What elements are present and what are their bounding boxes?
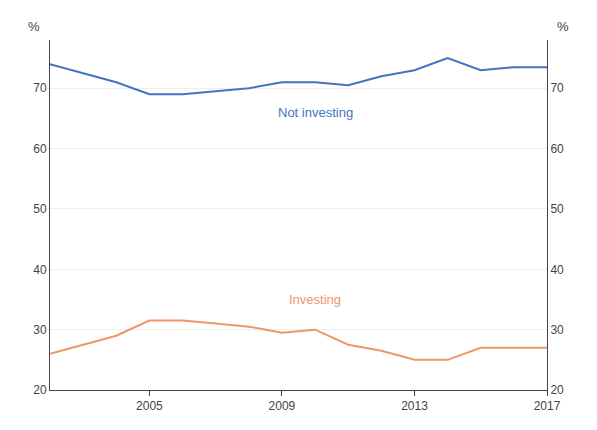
svg-text:%: %	[28, 19, 40, 34]
svg-text:2005: 2005	[136, 399, 163, 413]
svg-text:50: 50	[550, 202, 564, 216]
svg-text:2017: 2017	[534, 399, 561, 413]
svg-text:2009: 2009	[269, 399, 296, 413]
svg-text:Not investing: Not investing	[278, 105, 353, 120]
svg-text:30: 30	[550, 323, 564, 337]
svg-text:20: 20	[33, 383, 47, 397]
svg-text:50: 50	[33, 202, 47, 216]
svg-text:70: 70	[33, 81, 47, 95]
svg-text:60: 60	[550, 142, 564, 156]
svg-text:2013: 2013	[401, 399, 428, 413]
svg-text:60: 60	[33, 142, 47, 156]
svg-text:70: 70	[550, 81, 564, 95]
svg-text:30: 30	[33, 323, 47, 337]
svg-text:%: %	[557, 19, 569, 34]
svg-text:40: 40	[33, 263, 47, 277]
svg-text:Investing: Investing	[289, 292, 341, 307]
svg-text:20: 20	[550, 383, 564, 397]
svg-text:40: 40	[550, 263, 564, 277]
